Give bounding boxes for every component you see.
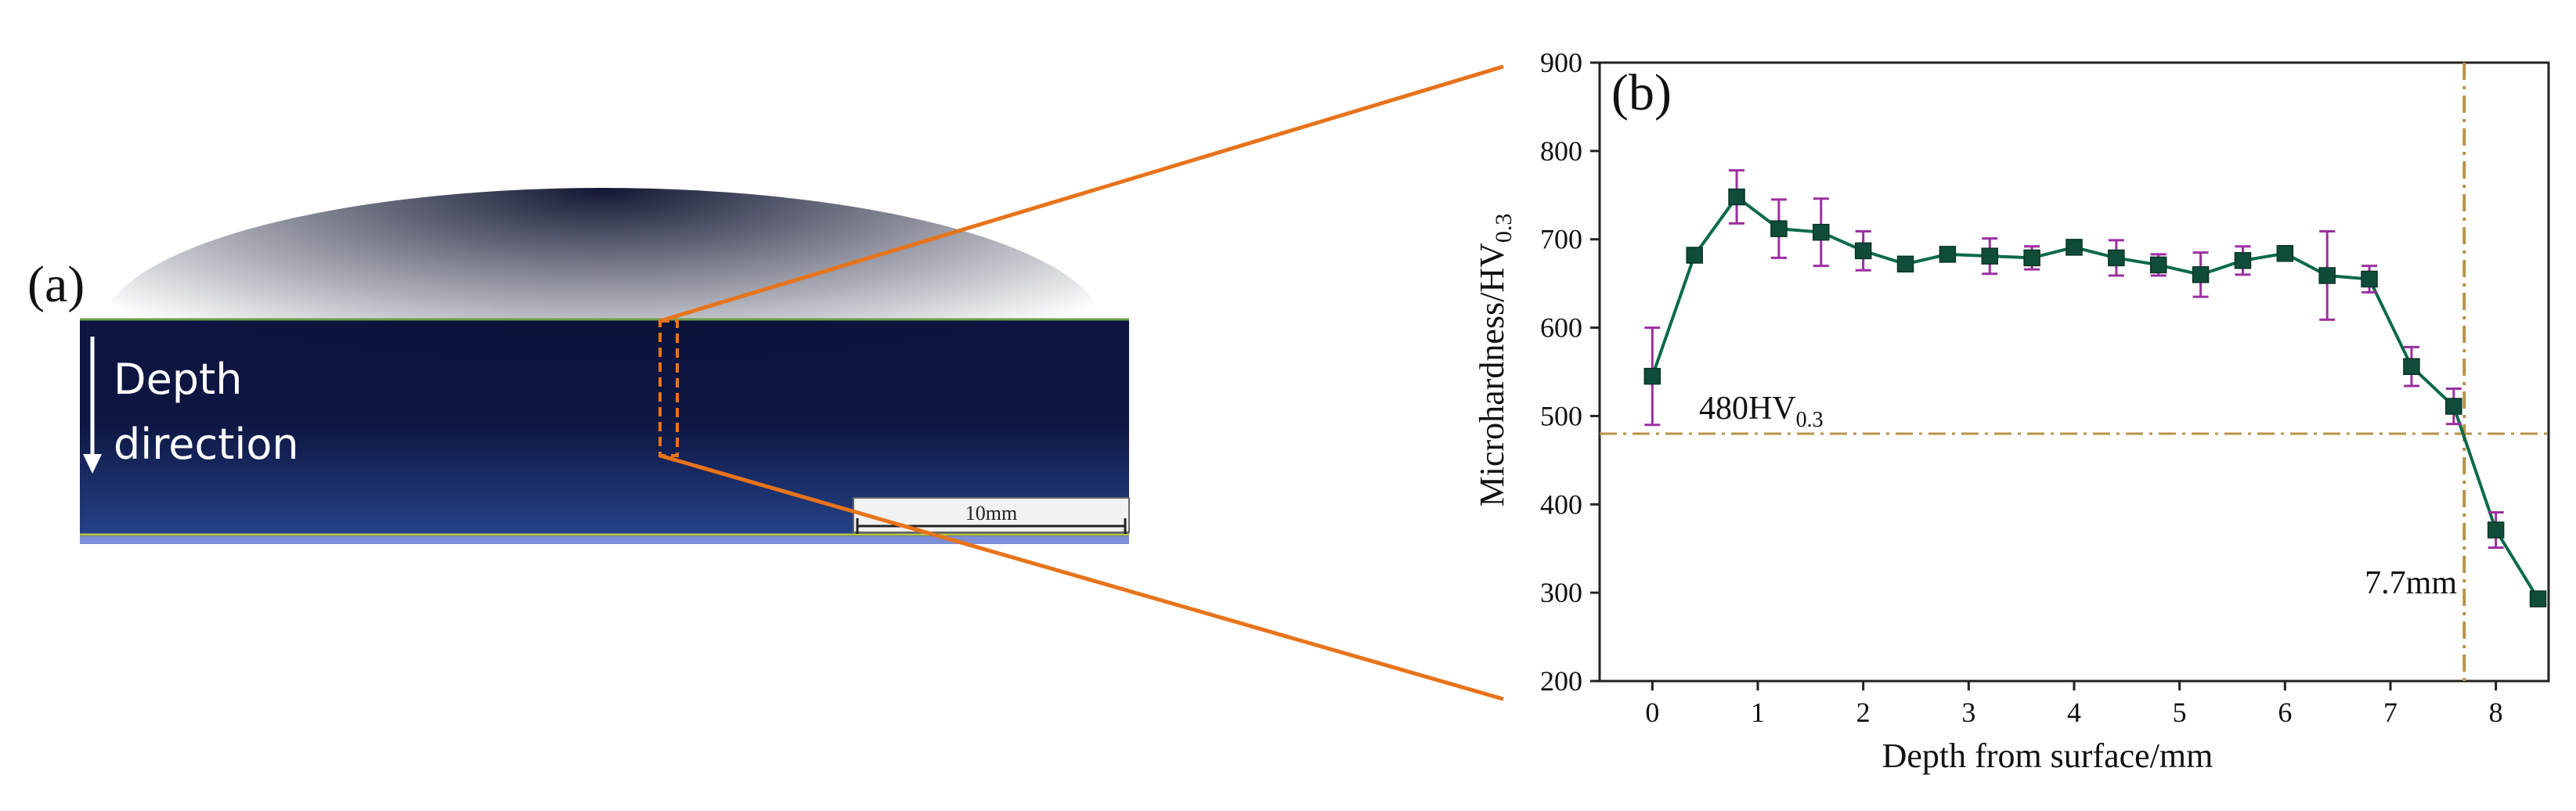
y-tick-label: 700 <box>1540 224 1582 255</box>
hardened-zone <box>102 188 1104 470</box>
data-point <box>2403 358 2420 375</box>
data-point <box>2234 252 2252 269</box>
scale-bar: 10mm <box>853 497 1130 534</box>
x-tick-label: 8 <box>2489 697 2503 728</box>
data-point <box>2529 590 2547 607</box>
y-axis-title-main: Microhardness/HV <box>1473 243 1511 506</box>
reference-line-label-sub: 0.3 <box>1796 408 1824 432</box>
depth-direction-label-line2: direction <box>114 420 299 469</box>
panel-a: (a) Depth direction 10mm <box>27 188 1130 544</box>
data-point <box>1854 242 1872 260</box>
scale-bar-label: 10mm <box>965 502 1017 524</box>
y-axis-title: Microhardness/HV0.3 <box>1473 214 1517 507</box>
data-point <box>2149 256 2167 274</box>
panel-b-label: (b) <box>1611 64 1672 121</box>
x-tick-label: 3 <box>1961 697 1975 728</box>
x-tick-label: 0 <box>1645 697 1659 728</box>
x-tick-label: 4 <box>2067 697 2081 728</box>
x-tick-label: 6 <box>2278 697 2292 728</box>
y-tick-label: 800 <box>1540 135 1582 167</box>
sample-bottom-band <box>80 536 1129 544</box>
y-axis-title-sub: 0.3 <box>1491 214 1517 243</box>
data-point <box>1813 223 1830 241</box>
data-point <box>2487 521 2505 539</box>
y-tick-label: 500 <box>1540 400 1582 431</box>
zoom-connector-bottom <box>659 453 1504 701</box>
y-tick-label: 600 <box>1540 312 1582 344</box>
data-point <box>2065 239 2083 256</box>
y-tick-label: 200 <box>1540 665 1582 697</box>
data-point <box>2276 245 2294 262</box>
y-tick-label: 900 <box>1540 47 1582 78</box>
depth-direction-arrow <box>83 337 102 474</box>
reference-line-label: 480HV0.3 <box>1699 391 1824 432</box>
x-axis-title: Depth from surface/mm <box>1882 737 2213 775</box>
x-tick-label: 7 <box>2383 697 2397 728</box>
panel-a-label: (a) <box>27 256 85 313</box>
data-point <box>1770 220 1788 237</box>
data-point <box>1981 247 1999 265</box>
y-tick-label: 400 <box>1540 488 1582 520</box>
x-tick-label: 2 <box>1856 697 1871 728</box>
data-point <box>2361 270 2378 288</box>
data-point <box>2108 249 2125 267</box>
depth-direction-label-line1: Depth <box>114 355 242 404</box>
zoom-region-box <box>658 319 679 457</box>
x-tick-label: 5 <box>2173 697 2187 728</box>
vertical-line-label: 7.7mm <box>2365 565 2457 601</box>
data-point <box>2318 267 2336 284</box>
data-point <box>1728 188 1745 206</box>
data-point <box>2023 249 2040 267</box>
chart-plot-area: 0 1 2 3 4 5 6 7 8 200 300 400 500 600 700 800 900 <box>1540 47 2550 728</box>
data-point <box>1939 246 1957 263</box>
data-point <box>2192 266 2210 283</box>
data-point <box>1896 255 1914 273</box>
x-tick-label: 1 <box>1751 697 1765 728</box>
zoom-connector-top <box>659 64 1504 323</box>
reference-line-label-main: 480HV <box>1699 391 1796 427</box>
data-point <box>1643 367 1661 385</box>
data-point <box>1686 247 1703 264</box>
y-tick-label: 300 <box>1540 577 1582 608</box>
series-line <box>1651 194 2540 600</box>
panel-b-chart: 0 1 2 3 4 5 6 7 8 200 300 400 500 600 700 800 900 (b) De… <box>1473 47 2550 775</box>
data-point <box>2445 398 2462 415</box>
